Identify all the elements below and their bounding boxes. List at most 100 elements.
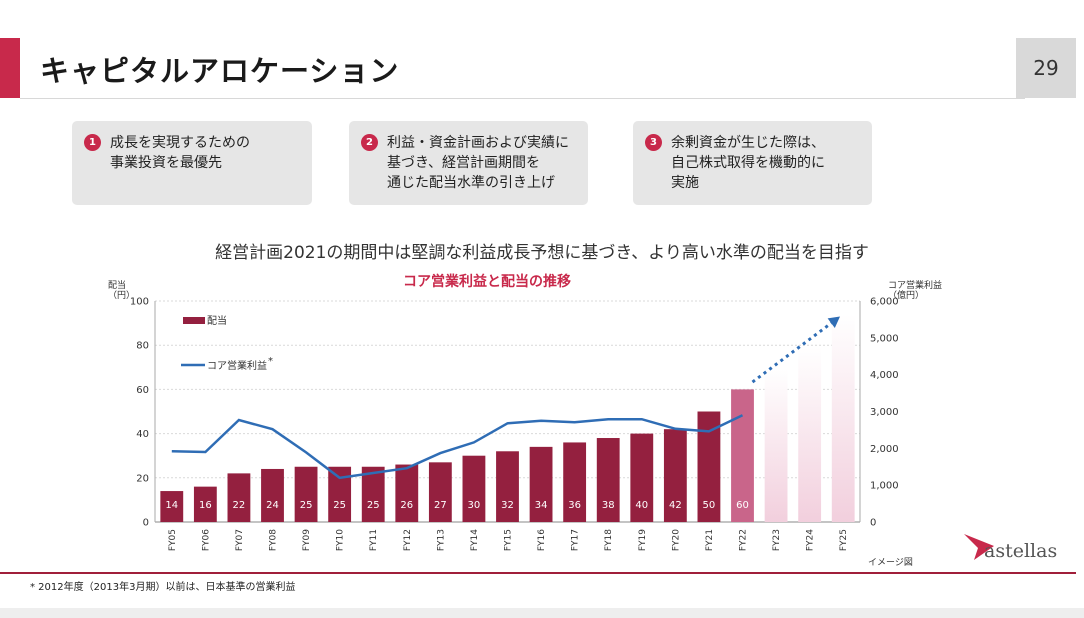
- dividend-bar: [563, 442, 587, 522]
- x-tick-label: FY15: [504, 529, 514, 551]
- left-axis-ticks: 0 20 40 60 80 100: [130, 297, 149, 529]
- bottom-band: [0, 608, 1084, 618]
- x-tick-label: FY12: [403, 529, 413, 551]
- title-divider: [20, 98, 1025, 99]
- left-tick-label: 100: [130, 297, 149, 308]
- dividend-value-label: 32: [501, 500, 514, 511]
- policy-card-3: 3 余剰資金が生じた際は、 自己株式取得を機動的に 実施: [633, 121, 872, 205]
- dividend-value-label: 42: [669, 500, 682, 511]
- policy-number-badge: 2: [361, 134, 378, 151]
- dividend-value-label: 25: [300, 500, 313, 511]
- page-title: キャピタルアロケーション: [40, 54, 400, 88]
- footer-divider: [0, 572, 1076, 574]
- x-tick-label: FY24: [806, 529, 816, 551]
- dividend-value-label: 26: [400, 500, 413, 511]
- dividend-bar: [529, 446, 553, 522]
- chart-title: コア営業利益と配当の推移: [403, 273, 571, 290]
- dividend-bar: [361, 466, 385, 522]
- dividend-value-label: 50: [703, 500, 716, 511]
- legend-bar-swatch: [183, 317, 205, 324]
- x-tick-label: FY11: [369, 529, 379, 551]
- image-note: イメージ図: [868, 557, 913, 568]
- right-tick-label: 0: [870, 518, 876, 529]
- left-axis-title-line: （円）: [108, 290, 135, 301]
- left-tick-label: 40: [136, 429, 149, 440]
- page-number: 29: [1016, 38, 1076, 98]
- dividend-bar: [663, 429, 687, 522]
- x-tick-label: FY09: [302, 529, 312, 551]
- dividend-bar: [193, 486, 217, 522]
- policy-text: 利益・資金計画および実績に 基づき、経営計画期間を 通じた配当水準の引き上げ: [387, 135, 569, 191]
- core-operating-profit-line: [171, 414, 744, 480]
- brand-name: astellas: [984, 540, 1058, 562]
- right-axis-title-line: コア営業利益: [888, 279, 942, 291]
- left-axis-title: 配当（円）: [108, 279, 135, 301]
- right-tick-label: 2,000: [870, 444, 899, 455]
- dividend-bar: [294, 466, 318, 522]
- legend-bar-label: 配当: [207, 314, 227, 327]
- right-axis-ticks: 0 1,000 2,000 3,000 4,000 5,000 6,000: [870, 297, 899, 529]
- right-axis-title-line: （億円）: [888, 289, 924, 301]
- dividend-value-label: 30: [468, 500, 481, 511]
- dividend-bar: [462, 455, 486, 522]
- projection-arrow: [751, 318, 837, 384]
- right-tick-label: 5,000: [870, 333, 899, 344]
- right-axis-title: コア営業利益（億円）: [888, 279, 942, 301]
- right-tick-label: 4,000: [870, 370, 899, 381]
- projection-arrow-head: [827, 316, 841, 328]
- dividend-value-label: 25: [367, 500, 380, 511]
- dividend-value-label: 25: [333, 500, 346, 511]
- projection-bar: [831, 314, 855, 522]
- policy-number-badge: 1: [84, 134, 101, 151]
- dividend-value-label: 36: [568, 500, 581, 511]
- x-tick-label: FY08: [269, 529, 279, 551]
- dividend-value-label: 38: [602, 500, 615, 511]
- x-tick-label: FY13: [436, 529, 446, 551]
- x-tick-label: FY16: [537, 529, 547, 551]
- policy-text: 余剰資金が生じた際は、 自己株式取得を機動的に 実施: [671, 135, 825, 191]
- dividend-value-label: 24: [266, 500, 279, 511]
- right-tick-label: 6,000: [870, 297, 899, 308]
- astellas-star-icon: [964, 534, 994, 560]
- x-tick-label: FY18: [604, 529, 614, 551]
- x-tick-label: FY17: [571, 529, 581, 551]
- chart-legend: 配当 コア営業利益 *: [181, 314, 273, 372]
- dividend-bar: [496, 451, 519, 522]
- x-tick-label: FY22: [739, 529, 749, 551]
- left-tick-label: 60: [136, 385, 149, 396]
- policy-card-1: 1 成長を実現するための 事業投資を最優先: [72, 121, 312, 205]
- left-tick-label: 20: [136, 473, 149, 484]
- x-tick-label: FY06: [201, 529, 211, 551]
- dividend-bars: [160, 314, 855, 522]
- policy-card-2: 2 利益・資金計画および実績に 基づき、経営計画期間を 通じた配当水準の引き上げ: [349, 121, 588, 205]
- dividend-value-label: 16: [199, 500, 212, 511]
- left-tick-label: 0: [143, 518, 149, 529]
- x-tick-label: FY05: [168, 529, 178, 551]
- policy-text: 成長を実現するための 事業投資を最優先: [110, 135, 250, 171]
- dividend-value-label: 60: [736, 500, 749, 511]
- astellas-logo: astellas: [962, 530, 1080, 564]
- title-accent-bar: [0, 38, 20, 98]
- x-tick-label: FY10: [336, 529, 346, 551]
- right-tick-label: 1,000: [870, 481, 899, 492]
- dividend-labels: 14 16 22 24 25 25 25 26 27 30 32 34 36 38 40 42 50 60: [165, 500, 748, 511]
- x-tick-label: FY21: [705, 529, 715, 551]
- dividend-bar: [731, 389, 754, 522]
- legend-line-marker: *: [268, 356, 273, 367]
- dividend-bar: [596, 438, 620, 522]
- dividend-value-label: 40: [635, 500, 648, 511]
- policy-number-badge: 3: [645, 134, 662, 151]
- dividend-bar: [697, 411, 721, 522]
- projection-bar: [798, 347, 822, 522]
- projection-bar: [764, 369, 788, 522]
- dividend-bar: [395, 464, 419, 522]
- x-tick-label: FY14: [470, 529, 480, 551]
- legend-line-label: コア営業利益: [207, 359, 267, 372]
- x-tick-label: FY25: [839, 529, 849, 551]
- x-axis-labels: FY05 FY06 FY07 FY08 FY09 FY10 FY11 FY12 FY13 FY14…: [168, 529, 849, 551]
- dividend-bar: [261, 468, 284, 522]
- dividend-value-label: 22: [233, 500, 246, 511]
- dividend-bar: [227, 473, 251, 522]
- x-tick-label: FY23: [772, 529, 782, 551]
- chart-grid: [154, 300, 861, 523]
